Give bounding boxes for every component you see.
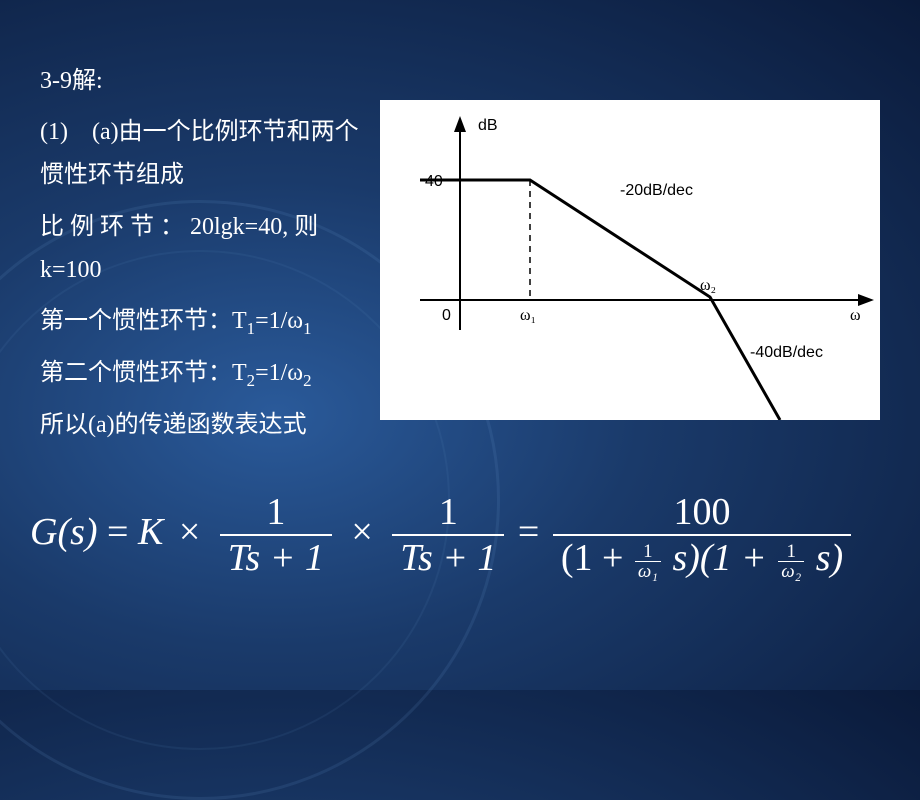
line3: 第一个惯性环节：T1=1/ω1	[40, 300, 370, 344]
svg-text:40: 40	[425, 173, 443, 190]
line5: 所以(a)的传递函数表达式	[40, 404, 370, 447]
text-content: 3-9解: (1) (a)由一个比例环节和两个惯性环节组成 比 例 环 节 ： …	[40, 60, 370, 455]
bode-svg: dB 40 0 ω₁ ω₂ ω -20dB/dec -40dB/dec	[380, 100, 880, 420]
title: 3-9解:	[40, 60, 370, 103]
svg-text:dB: dB	[478, 117, 498, 134]
svg-text:0: 0	[442, 307, 451, 324]
bode-plot: dB 40 0 ω₁ ω₂ ω -20dB/dec -40dB/dec	[380, 100, 880, 420]
line4: 第二个惯性环节：T2=1/ω2	[40, 352, 370, 396]
svg-text:ω₁: ω₁	[520, 307, 536, 324]
transfer-function-formula: G(s) = K × 1 Ts + 1 × 1 Ts + 1 = 100 (1 …	[30, 490, 900, 620]
fraction-2: 1 Ts + 1	[392, 490, 504, 580]
line2: 比 例 环 节 ： 20lgk=40, 则k=100	[40, 206, 370, 292]
fraction-1: 1 Ts + 1	[220, 490, 332, 580]
svg-text:-40dB/dec: -40dB/dec	[750, 344, 823, 361]
svg-text:ω₂: ω₂	[700, 277, 716, 294]
line1: (1) (a)由一个比例环节和两个惯性环节组成	[40, 111, 370, 197]
svg-text:ω: ω	[850, 307, 861, 324]
fraction-3: 100 (1 + 1ω₁ s)(1 + 1ω₂ s)	[553, 490, 851, 581]
svg-text:-20dB/dec: -20dB/dec	[620, 182, 693, 199]
